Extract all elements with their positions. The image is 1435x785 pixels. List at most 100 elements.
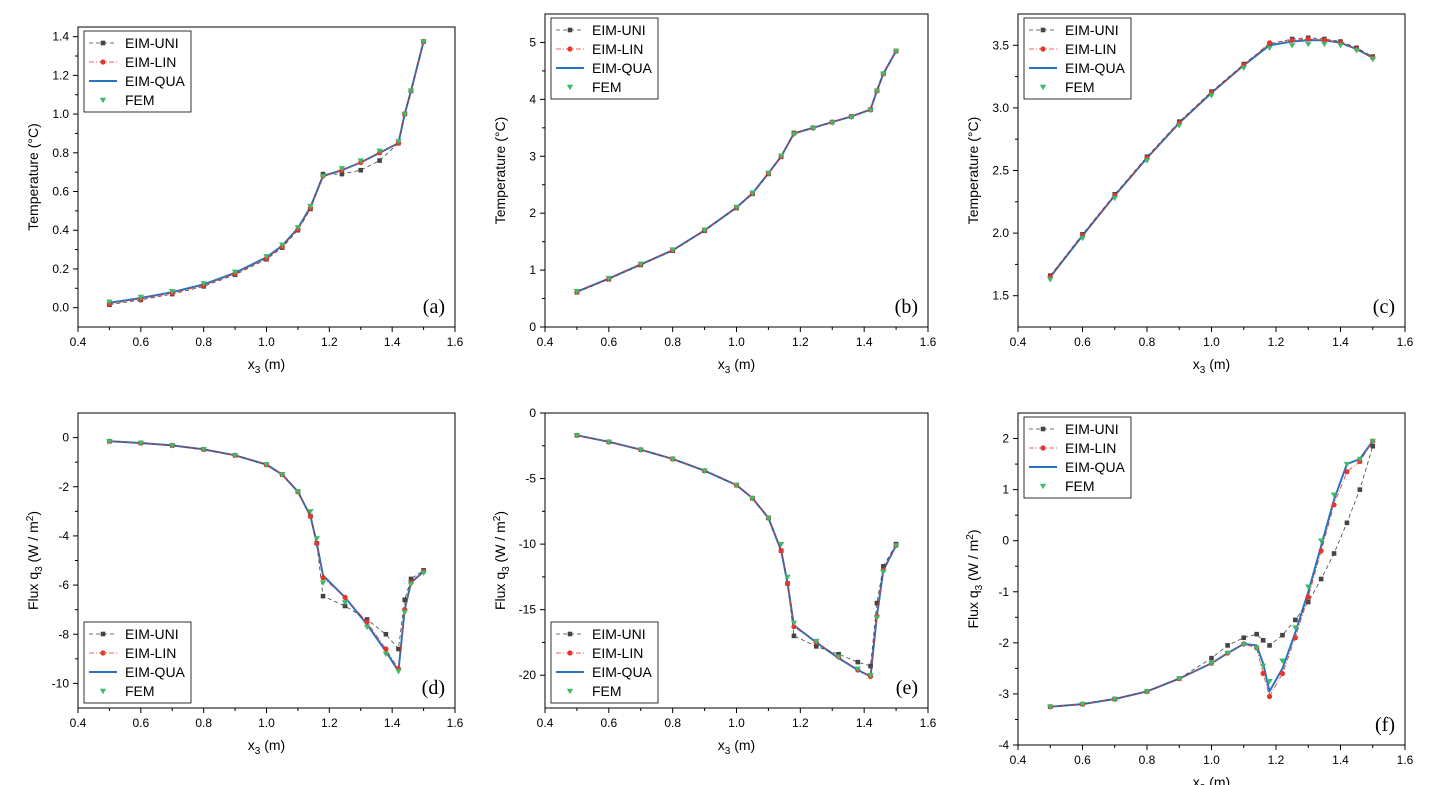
data-point-eim-lin-7 bbox=[1266, 40, 1273, 46]
data-point-eim-lin-10 bbox=[1266, 693, 1273, 700]
series-eim-uni bbox=[107, 438, 426, 652]
data-point-eim-uni-10 bbox=[339, 171, 345, 177]
y-tick-label: 1 bbox=[1002, 483, 1009, 497]
legend-entry-eim-uni: EIM-UNI bbox=[89, 626, 179, 642]
data-point-eim-uni-15 bbox=[402, 597, 408, 603]
x-tick-label: 1.6 bbox=[1397, 335, 1414, 349]
data-point-eim-lin-legend bbox=[1040, 46, 1046, 52]
data-point-fem-10 bbox=[790, 620, 798, 626]
x-tick-label: 0.4 bbox=[537, 335, 554, 349]
data-point-fem-15 bbox=[880, 71, 887, 77]
legend-entry-fem: FEM bbox=[1039, 79, 1095, 95]
data-point-fem-5 bbox=[263, 254, 270, 260]
data-point-fem-11 bbox=[829, 120, 836, 126]
data-point-eim-uni-8 bbox=[1254, 631, 1259, 637]
data-point-fem-17 bbox=[420, 570, 427, 576]
series-fem bbox=[106, 39, 427, 306]
legend-label: FEM bbox=[1065, 478, 1095, 494]
data-point-fem-legend bbox=[1039, 84, 1047, 91]
y-axis-title: Temperature (°C) bbox=[965, 117, 981, 225]
y-tick-label: -10 bbox=[52, 676, 70, 690]
data-point-fem-4 bbox=[701, 468, 708, 474]
chart-panel-c: 0.4 0.6 0.8 1.0 1.2 1.4 1.6 1.5 2.0 2.5 3.0 3.5 x3 (… bbox=[965, 13, 1414, 376]
data-point-eim-uni-11 bbox=[358, 167, 364, 173]
data-point-eim-uni-15 bbox=[874, 600, 880, 606]
y-tick-label: 1.4 bbox=[52, 30, 69, 44]
y-axis-title: Temperature (°C) bbox=[492, 117, 508, 225]
panel-label: (c) bbox=[1373, 296, 1395, 318]
data-point-eim-lin-15 bbox=[1331, 502, 1337, 508]
panel-label: (a) bbox=[423, 296, 445, 318]
data-point-fem-3 bbox=[200, 281, 207, 287]
legend-label: FEM bbox=[592, 79, 622, 95]
legend-entry-eim-lin: EIM-LIN bbox=[1029, 41, 1116, 57]
data-point-fem-13 bbox=[382, 651, 390, 658]
legend-entry-eim-qua: EIM-QUA bbox=[556, 60, 653, 76]
x-tick-label: 1.0 bbox=[728, 716, 745, 730]
data-point-eim-uni-14 bbox=[1318, 576, 1324, 582]
y-tick-label: 1.2 bbox=[52, 68, 69, 82]
data-point-fem-8 bbox=[777, 541, 785, 548]
series-fem bbox=[106, 439, 427, 675]
data-point-eim-lin-13 bbox=[383, 646, 389, 652]
data-point-fem-4 bbox=[1176, 123, 1183, 129]
legend-entry-fem: FEM bbox=[566, 683, 622, 699]
data-point-fem-8 bbox=[307, 203, 314, 210]
legend-label: EIM-UNI bbox=[125, 35, 179, 51]
legend-label: FEM bbox=[125, 683, 155, 699]
legend: EIM-UNI EIM-LIN EIM-QUA FEM bbox=[83, 30, 192, 113]
legend-label: EIM-UNI bbox=[1065, 421, 1119, 437]
data-point-eim-lin-legend bbox=[1040, 445, 1046, 451]
y-tick-label: 3 bbox=[529, 149, 536, 163]
data-point-fem-9 bbox=[313, 536, 320, 542]
legend-label: FEM bbox=[125, 92, 155, 108]
data-point-fem-11 bbox=[1337, 43, 1344, 49]
data-point-eim-lin-10 bbox=[320, 575, 326, 581]
y-tick-label: 2.0 bbox=[992, 226, 1009, 240]
data-point-eim-uni-7 bbox=[1241, 635, 1247, 641]
data-point-fem-7 bbox=[294, 225, 302, 231]
series-line-eim-lin bbox=[576, 434, 897, 678]
data-point-fem-11 bbox=[1279, 658, 1286, 664]
data-point-fem-14 bbox=[873, 88, 881, 95]
y-tick-label: -1 bbox=[998, 585, 1009, 599]
data-point-eim-uni-11 bbox=[1280, 632, 1285, 638]
legend-label: EIM-QUA bbox=[592, 664, 653, 680]
x-axis-title: x3 (m) bbox=[718, 737, 755, 757]
x-tick-label: 0.8 bbox=[1139, 335, 1156, 349]
data-point-eim-lin-legend bbox=[100, 59, 106, 65]
x-tick-label: 0.8 bbox=[195, 716, 212, 730]
data-point-fem-legend bbox=[566, 84, 574, 91]
legend-label: EIM-QUA bbox=[1065, 459, 1126, 475]
y-tick-label: -3 bbox=[998, 687, 1009, 701]
data-point-eim-lin-10 bbox=[1321, 37, 1327, 43]
y-tick-label: 0 bbox=[529, 320, 536, 334]
data-point-eim-uni-legend bbox=[100, 40, 106, 46]
data-point-fem-3 bbox=[200, 447, 207, 453]
data-point-eim-lin-16 bbox=[1344, 469, 1350, 475]
y-tick-label: 0.4 bbox=[52, 223, 69, 237]
legend-entry-eim-uni: EIM-UNI bbox=[1029, 421, 1119, 437]
data-point-fem-13 bbox=[395, 138, 402, 145]
series-fem bbox=[573, 48, 900, 295]
data-point-eim-lin-8 bbox=[307, 513, 314, 519]
data-point-fem-6 bbox=[279, 242, 286, 248]
data-point-fem-6 bbox=[1224, 650, 1231, 657]
legend-label: EIM-QUA bbox=[125, 664, 186, 680]
data-point-eim-uni-14 bbox=[396, 646, 401, 652]
legend-label: EIM-LIN bbox=[1065, 41, 1116, 57]
legend-entry-eim-lin: EIM-LIN bbox=[89, 54, 176, 70]
x-axis-title: x3 (m) bbox=[718, 356, 755, 376]
data-point-fem-12 bbox=[835, 654, 842, 661]
x-tick-label: 1.4 bbox=[384, 716, 401, 730]
x-tick-label: 1.6 bbox=[920, 335, 937, 349]
y-tick-label: 0 bbox=[1002, 534, 1009, 548]
x-tick-label: 0.4 bbox=[70, 716, 87, 730]
data-point-fem-5 bbox=[733, 204, 740, 211]
data-point-eim-uni-10 bbox=[1267, 643, 1272, 648]
legend-entry-eim-qua: EIM-QUA bbox=[1029, 60, 1126, 76]
data-point-fem-12 bbox=[376, 148, 383, 155]
legend-label: EIM-QUA bbox=[125, 73, 186, 89]
data-point-eim-lin-10 bbox=[791, 624, 797, 630]
legend-label: EIM-QUA bbox=[1065, 60, 1126, 76]
